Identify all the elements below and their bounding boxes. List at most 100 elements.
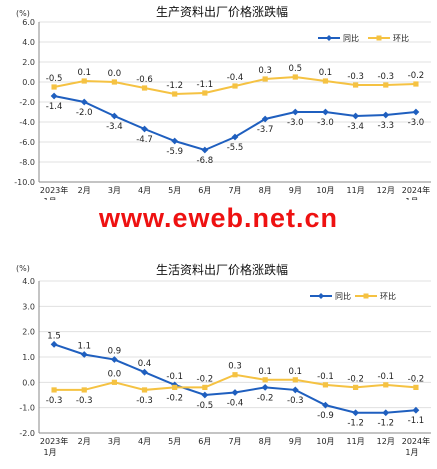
data-label: -1.1 [408,416,425,426]
y-tick-label: -4.0 [19,118,35,127]
data-label: -1.2 [377,419,394,429]
data-point [141,85,148,91]
data-label: 0.1 [258,367,272,377]
x-tick-label: 2023年 [40,436,68,446]
x-tick-label: 6月 [198,437,211,446]
data-point [383,82,389,88]
data-label: 0.9 [108,347,122,357]
x-tick-label: 7月 [228,186,241,195]
y-tick-label: 6.0 [22,18,35,27]
chart-title: 生活资料出厂价格涨跌幅 [156,262,288,277]
legend-marker-1 [363,293,369,299]
data-point [353,82,359,88]
data-point [262,377,268,383]
data-label: 0.3 [258,66,272,76]
watermark: www.eweb.net.cn [98,203,339,233]
legend-marker-1 [376,35,382,41]
x-tick-label: 10月 [316,186,334,195]
y-tick-label: 1.0 [22,353,35,362]
x-tick-label: 4月 [138,186,151,195]
chart-living-materials: 生活资料出厂价格涨跌幅 (%) 4.0 3.0 2.0 1.0 0.0 -1.0 -2.0 202… [16,262,431,457]
y-tick-label: 2.0 [22,58,35,67]
data-point [51,387,57,393]
data-point [322,108,329,116]
data-point [353,384,359,390]
data-point [262,76,268,82]
data-point [51,84,57,90]
data-point [232,83,238,89]
data-label: -0.5 [46,74,63,84]
data-label: -3.4 [347,122,364,132]
data-label: -0.3 [76,396,93,406]
data-label: -3.0 [408,118,425,128]
data-point [322,401,329,409]
data-label: -3.3 [377,121,394,131]
data-point [141,387,148,393]
data-label: -1.1 [197,80,214,90]
data-label: -2.0 [76,108,93,118]
data-point [171,137,179,145]
data-label: -4.7 [136,135,153,145]
data-point [383,382,389,388]
data-point [322,382,329,388]
data-label: 0.1 [319,68,333,78]
data-label: -0.2 [197,374,214,384]
data-point [261,115,269,123]
data-label: -0.3 [136,396,153,406]
x-tick-label: 8月 [259,437,272,446]
x-tick-sublabel: 1月 [405,448,418,457]
data-label: -0.4 [227,73,244,83]
x-tick-sublabel: 1月 [405,197,418,200]
data-point [202,90,208,96]
data-label: 0.1 [77,68,91,78]
x-tick-label: 6月 [198,186,211,195]
data-point [201,391,209,399]
data-label: -3.7 [257,125,274,135]
data-label: -5.9 [166,147,183,157]
y-tick-label: 2.0 [22,328,35,337]
data-point [202,384,208,390]
x-tick-label: 12月 [377,186,395,195]
data-point [412,108,420,116]
data-point [322,78,329,84]
y-tick-label: 4.0 [22,38,35,47]
y-tick-label: 4.0 [22,277,35,286]
data-label: -0.3 [287,396,304,406]
data-label: -0.1 [166,372,183,382]
data-point [412,406,420,414]
data-point [352,112,360,120]
data-point [172,91,178,97]
data-point [292,377,298,383]
x-tick-label: 5月 [168,437,181,446]
y-tick-label: 0.0 [22,378,35,387]
data-point [80,351,88,358]
data-label: -0.2 [347,374,364,384]
chart-title: 生产资料出厂价格涨跌幅 [156,4,288,19]
legend-label-1: 环比 [393,33,409,43]
data-point [382,409,390,417]
data-label: -0.9 [317,411,334,421]
data-point [50,92,58,100]
data-point [81,78,87,84]
data-label: -0.2 [408,374,425,384]
data-point [292,74,298,80]
y-tick-label: 0.0 [22,78,35,87]
data-label: -0.3 [347,72,364,82]
y-tick-label: -2.0 [19,98,35,107]
data-point [141,125,148,133]
data-label: 0.4 [138,359,152,369]
x-tick-label: 8月 [259,186,272,195]
y-axis-unit: (%) [16,264,30,273]
data-label: 1.5 [47,331,61,341]
data-label: -0.4 [227,398,244,408]
chart-production-materials: 生产资料出厂价格涨跌幅 (%)6.0 4.0 2.0 0.0 -2.0 -4.0 -6.0 -8… [14,4,431,200]
data-label: -1.4 [46,102,63,112]
data-label: -3.4 [106,122,123,132]
x-tick-label: 2月 [78,437,91,446]
x-tick-label: 9月 [289,186,302,195]
data-point [80,98,88,106]
x-tick-label: 3月 [108,437,121,446]
x-tick-label: 7月 [228,437,241,446]
data-label: 0.0 [108,69,122,79]
